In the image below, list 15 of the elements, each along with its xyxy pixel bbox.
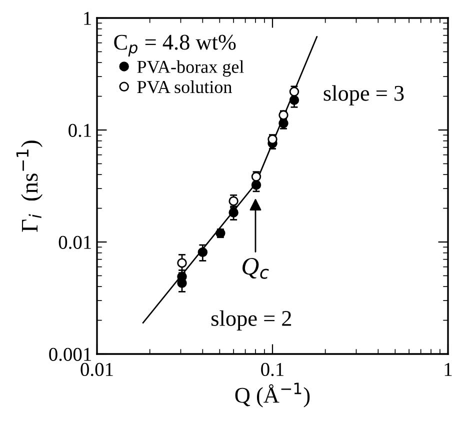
- x-tick-label: 0.01: [80, 362, 113, 376]
- annotation: Q$_{c}$: [242, 258, 269, 279]
- legend-label: PVA solution: [137, 80, 232, 94]
- y-tick-label: 0.1: [68, 124, 91, 138]
- y-axis-title: Γ$_{i}$ (ns$^{−1}$): [16, 140, 43, 232]
- x-tick-label: 0.1: [261, 362, 284, 376]
- y-tick-label: 1: [84, 12, 91, 25]
- annotation: slope = 2: [212, 310, 292, 330]
- legend-label: PVA-borax gel: [137, 60, 244, 77]
- y-tick-label: 0.001: [49, 348, 91, 362]
- legend-title: C$_{p}$ = 4.8 wt%: [114, 34, 236, 56]
- x-tick-label: 1: [444, 362, 452, 376]
- y-tick-label: 0.01: [58, 236, 91, 250]
- x-axis-title: Q (Å$^{−1}$): [235, 382, 310, 408]
- annotation: slope = 3: [324, 85, 404, 106]
